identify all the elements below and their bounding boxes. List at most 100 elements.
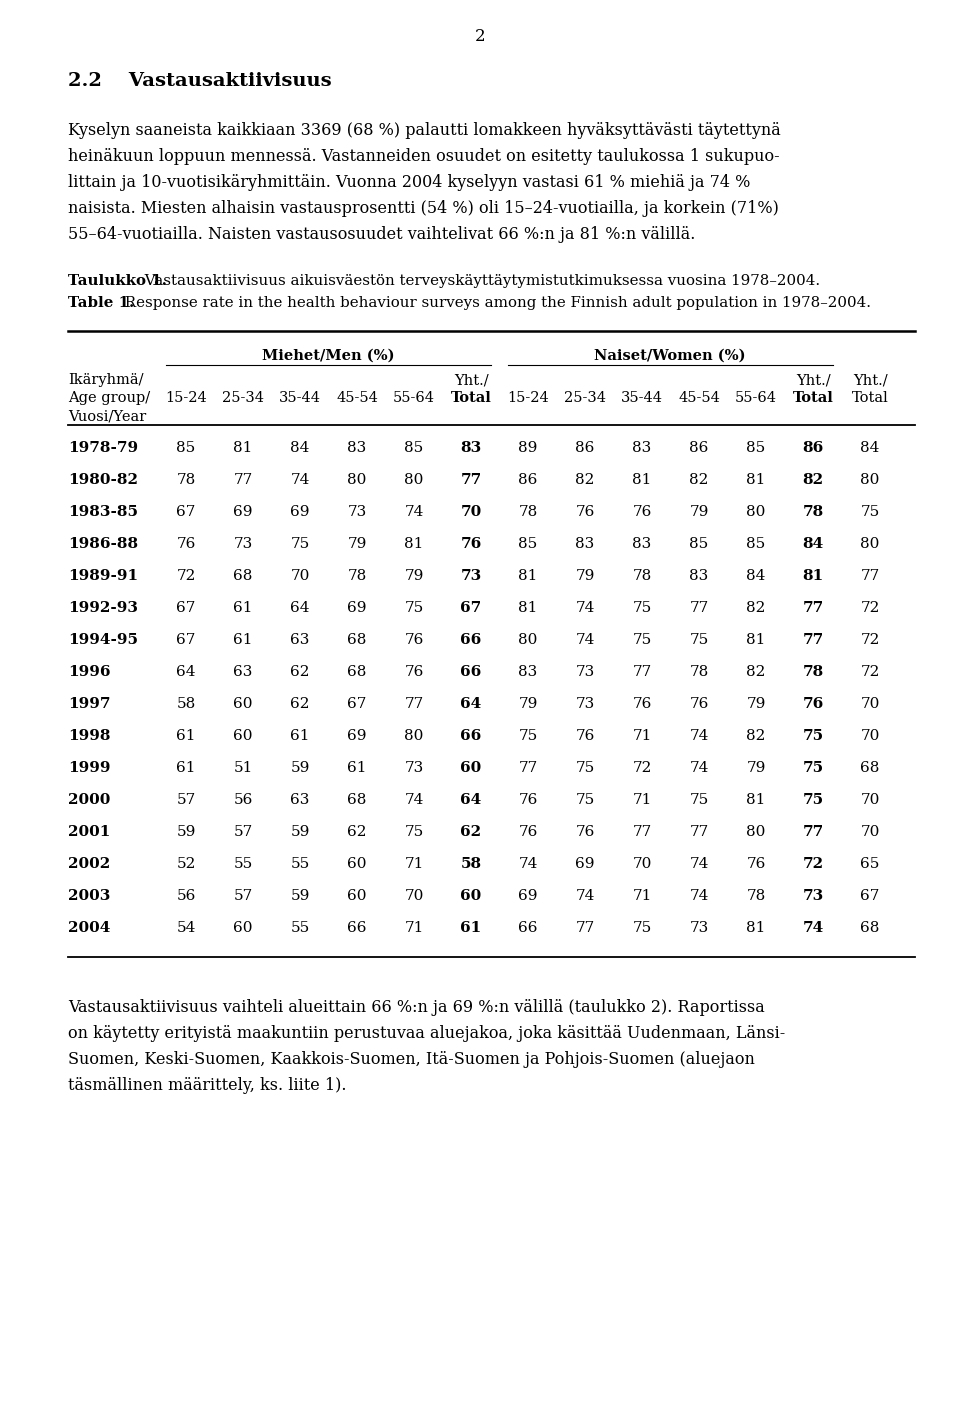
Text: 77: 77 [689, 826, 708, 838]
Text: 82: 82 [689, 473, 708, 488]
Text: Vuosi/Year: Vuosi/Year [68, 409, 146, 423]
Text: 84: 84 [860, 441, 879, 455]
Text: 62: 62 [348, 826, 367, 838]
Text: 76: 76 [575, 826, 594, 838]
Text: 89: 89 [518, 441, 538, 455]
Text: 60: 60 [233, 728, 252, 743]
Text: 65: 65 [860, 857, 879, 871]
Text: 77: 77 [803, 602, 824, 614]
Text: 75: 75 [633, 602, 652, 614]
Text: Naiset/Women (%): Naiset/Women (%) [594, 349, 746, 364]
Text: 83: 83 [689, 569, 708, 583]
Text: 58: 58 [461, 857, 482, 871]
Text: 55–64-vuotiailla. Naisten vastausosuudet vaihtelivat 66 %:n ja 81 %:n välillä.: 55–64-vuotiailla. Naisten vastausosuudet… [68, 225, 695, 242]
Text: 76: 76 [803, 697, 824, 712]
Text: 81: 81 [633, 473, 652, 488]
Text: 75: 75 [689, 633, 708, 647]
Text: 63: 63 [233, 665, 252, 679]
Text: 64: 64 [290, 602, 310, 614]
Text: 82: 82 [746, 602, 766, 614]
Text: 56: 56 [233, 793, 252, 807]
Text: 74: 74 [689, 728, 708, 743]
Text: 55: 55 [290, 857, 310, 871]
Text: 79: 79 [575, 569, 594, 583]
Text: 71: 71 [404, 921, 423, 936]
Text: 74: 74 [689, 857, 708, 871]
Text: 78: 78 [348, 569, 367, 583]
Text: 75: 75 [860, 504, 879, 519]
Text: 74: 74 [290, 473, 310, 488]
Text: 45-54: 45-54 [678, 392, 720, 404]
Text: 73: 73 [575, 665, 594, 679]
Text: 76: 76 [633, 697, 652, 712]
Text: 69: 69 [575, 857, 595, 871]
Text: Vastausaktiivisuus vaihteli alueittain 66 %:n ja 69 %:n välillä (taulukko 2). Ra: Vastausaktiivisuus vaihteli alueittain 6… [68, 999, 765, 1016]
Text: 86: 86 [803, 441, 824, 455]
Text: on käytetty erityistä maakuntiin perustuvaa aluejakoa, joka käsittää Uudenmaan, : on käytetty erityistä maakuntiin perustu… [68, 1024, 785, 1043]
Text: 2004: 2004 [68, 921, 110, 936]
Text: 56: 56 [177, 889, 196, 903]
Text: 71: 71 [633, 889, 652, 903]
Text: 67: 67 [461, 602, 482, 614]
Text: 66: 66 [461, 633, 482, 647]
Text: 69: 69 [348, 602, 367, 614]
Text: 73: 73 [575, 697, 594, 712]
Text: 85: 85 [404, 441, 423, 455]
Text: 66: 66 [518, 921, 538, 936]
Text: 55: 55 [233, 857, 252, 871]
Text: 51: 51 [233, 761, 252, 775]
Text: 78: 78 [803, 665, 824, 679]
Text: 59: 59 [290, 761, 310, 775]
Text: täsmällinen määrittely, ks. liite 1).: täsmällinen määrittely, ks. liite 1). [68, 1076, 347, 1093]
Text: 60: 60 [233, 697, 252, 712]
Text: 76: 76 [461, 537, 482, 551]
Text: Miehet/Men (%): Miehet/Men (%) [262, 349, 395, 364]
Text: 1996: 1996 [68, 665, 110, 679]
Text: 81: 81 [746, 633, 766, 647]
Text: 68: 68 [348, 665, 367, 679]
Text: 80: 80 [518, 633, 538, 647]
Text: 61: 61 [177, 728, 196, 743]
Text: 70: 70 [461, 504, 482, 519]
Text: 55: 55 [290, 921, 310, 936]
Text: 77: 77 [860, 569, 879, 583]
Text: 54: 54 [177, 921, 196, 936]
Text: 74: 74 [404, 504, 423, 519]
Text: 61: 61 [177, 761, 196, 775]
Text: 1997: 1997 [68, 697, 110, 712]
Text: 80: 80 [404, 728, 423, 743]
Text: 68: 68 [860, 921, 879, 936]
Text: 35-44: 35-44 [279, 392, 321, 404]
Text: 60: 60 [233, 921, 252, 936]
Text: 72: 72 [177, 569, 196, 583]
Text: 1992-93: 1992-93 [68, 602, 138, 614]
Text: 73: 73 [803, 889, 824, 903]
Text: 75: 75 [803, 761, 824, 775]
Text: 83: 83 [633, 441, 652, 455]
Text: 77: 77 [461, 473, 482, 488]
Text: 78: 78 [177, 473, 196, 488]
Text: 79: 79 [746, 697, 766, 712]
Text: littain ja 10-vuotisikäryhmittäin. Vuonna 2004 kyselyyn vastasi 61 % miehiä ja 7: littain ja 10-vuotisikäryhmittäin. Vuonn… [68, 173, 751, 192]
Text: 1986-88: 1986-88 [68, 537, 138, 551]
Text: 69: 69 [348, 728, 367, 743]
Text: 67: 67 [177, 504, 196, 519]
Text: 84: 84 [290, 441, 310, 455]
Text: 79: 79 [746, 761, 766, 775]
Text: 84: 84 [803, 537, 824, 551]
Text: 71: 71 [633, 793, 652, 807]
Text: 58: 58 [177, 697, 196, 712]
Text: 57: 57 [233, 826, 252, 838]
Text: Age group/: Age group/ [68, 392, 150, 404]
Text: 63: 63 [290, 793, 310, 807]
Text: 81: 81 [746, 793, 766, 807]
Text: 71: 71 [404, 857, 423, 871]
Text: 60: 60 [348, 889, 367, 903]
Text: 83: 83 [518, 665, 538, 679]
Text: 83: 83 [633, 537, 652, 551]
Text: 74: 74 [404, 793, 423, 807]
Text: 74: 74 [575, 602, 594, 614]
Text: 73: 73 [689, 921, 708, 936]
Text: 77: 77 [233, 473, 252, 488]
Text: 81: 81 [518, 602, 538, 614]
